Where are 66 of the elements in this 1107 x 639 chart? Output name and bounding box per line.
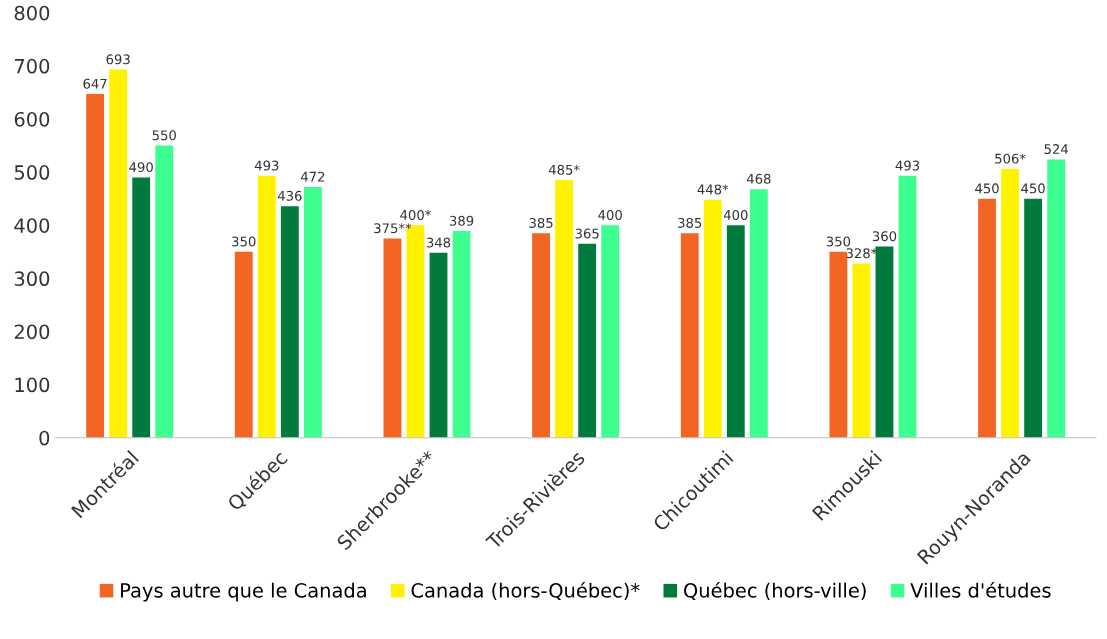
data-label: 493 (254, 160, 279, 171)
bar (383, 238, 402, 438)
y-tick-label: 300 (14, 271, 50, 287)
data-label: 400* (400, 209, 431, 220)
y-tick-label: 400 (14, 218, 50, 233)
bar (680, 233, 699, 438)
legend-label: Québec (hors-ville) (684, 581, 866, 601)
data-label: 448* (697, 184, 729, 195)
y-tick-label: 100 (15, 377, 50, 393)
bar (852, 263, 871, 438)
bar (429, 252, 448, 438)
bar (578, 243, 597, 438)
bar (234, 251, 253, 438)
y-tick-label: 700 (14, 58, 50, 74)
bar (86, 94, 105, 438)
data-label: 450 (1021, 183, 1045, 194)
y-tick-label: 500 (14, 165, 50, 180)
data-label: 485* (548, 164, 580, 175)
bar (532, 233, 550, 438)
data-label: 472 (300, 171, 325, 182)
data-label: 506* (995, 153, 1026, 164)
bar (132, 177, 151, 438)
bar (726, 225, 745, 438)
bar (703, 199, 722, 438)
data-label: 400 (723, 209, 748, 220)
data-label: 385 (529, 217, 553, 228)
data-label: 550 (152, 130, 176, 141)
bar (829, 251, 848, 438)
data-label: 468 (746, 173, 771, 184)
bar (555, 180, 574, 438)
bar (898, 175, 917, 438)
data-label: 436 (277, 190, 302, 201)
bar (1047, 159, 1066, 438)
y-tick-label: 600 (14, 111, 50, 127)
data-label: 450 (975, 183, 999, 194)
data-label: 524 (1044, 144, 1069, 155)
legend-label: Villes d'études (910, 581, 1051, 598)
data-label: 693 (106, 54, 130, 65)
bar (109, 69, 128, 438)
bar (303, 187, 322, 438)
data-label: 348 (426, 237, 451, 248)
data-label: 360 (872, 231, 897, 242)
data-label: 385 (678, 217, 702, 228)
data-label: 365 (575, 228, 599, 239)
bar (155, 145, 174, 438)
bar (978, 198, 996, 438)
legend-label: Pays autre que le Canada (121, 582, 366, 602)
data-label: 389 (449, 215, 474, 226)
bar (1024, 198, 1043, 438)
data-label: 490 (129, 162, 153, 173)
bar (280, 206, 299, 438)
bar (1001, 168, 1019, 438)
legend-label: Canada (hors-Québec)* (411, 581, 640, 601)
data-label: 400 (598, 209, 622, 220)
bar (875, 246, 894, 438)
y-tick-label: 0 (39, 430, 50, 446)
data-label: 493 (895, 160, 920, 171)
bar (452, 231, 471, 438)
data-label: 350 (826, 236, 851, 247)
bar (257, 175, 276, 438)
y-tick-label: 800 (14, 5, 50, 21)
data-label: 350 (232, 236, 256, 247)
data-label: 647 (83, 78, 107, 89)
bar (601, 225, 620, 438)
y-tick-label: 200 (14, 324, 50, 340)
bar (749, 189, 768, 438)
